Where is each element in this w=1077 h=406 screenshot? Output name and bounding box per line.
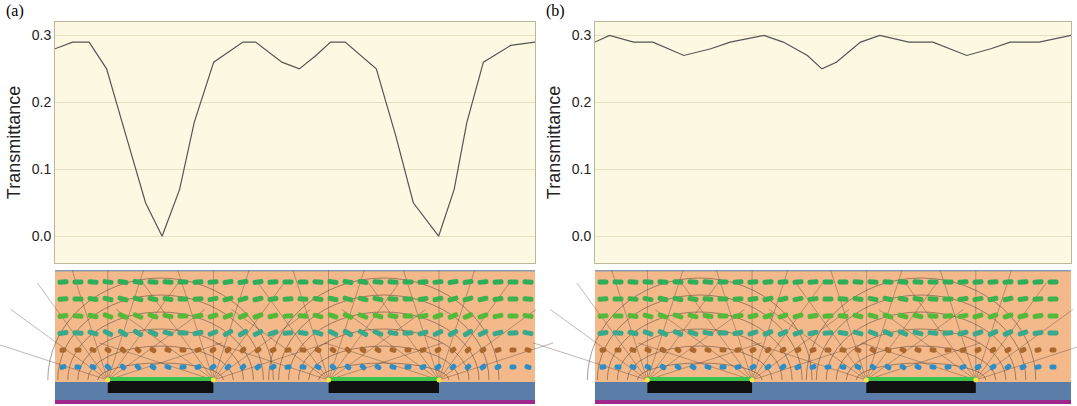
svg-text:0.0: 0.0	[572, 228, 592, 244]
svg-text:0.1: 0.1	[32, 161, 52, 177]
svg-text:0.2: 0.2	[572, 94, 592, 110]
svg-text:Transmittance: Transmittance	[4, 86, 24, 199]
svg-text:0.0: 0.0	[32, 228, 52, 244]
svg-text:0.1: 0.1	[572, 161, 592, 177]
svg-text:(b): (b)	[546, 2, 565, 20]
svg-text:(a): (a)	[6, 2, 24, 20]
svg-text:Transmittance: Transmittance	[544, 86, 564, 199]
svg-text:0.2: 0.2	[32, 94, 52, 110]
svg-text:0.3: 0.3	[32, 27, 52, 43]
svg-text:0.3: 0.3	[572, 27, 592, 43]
